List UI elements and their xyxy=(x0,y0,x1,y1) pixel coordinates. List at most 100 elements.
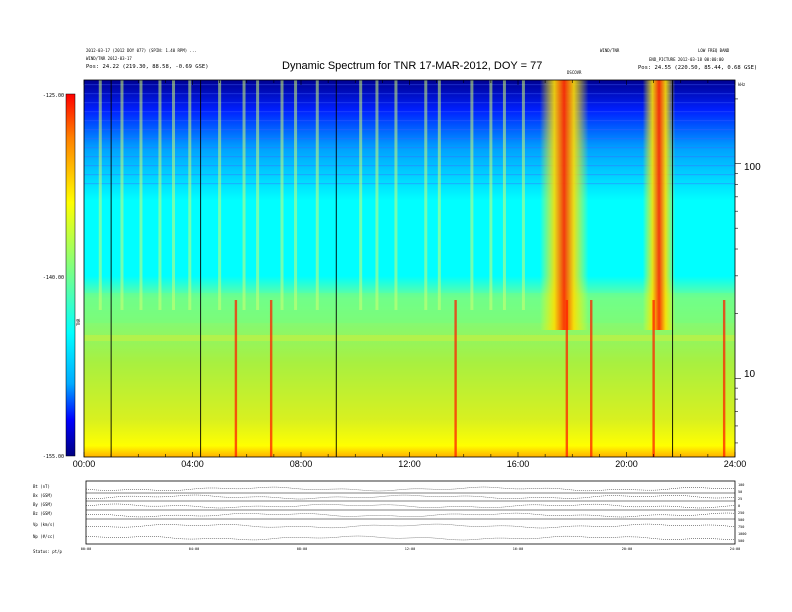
param-label-2: By (GSM) xyxy=(33,502,52,507)
colorbar-tick-mid: -140.00 xyxy=(43,275,64,281)
colorbar-tick-top: -125.00 xyxy=(43,93,64,99)
parameter-trace xyxy=(86,535,735,541)
spectrum-streak xyxy=(315,80,319,310)
panel-x-tick-6: 24:00 xyxy=(730,547,741,551)
parameter-trace xyxy=(85,512,736,518)
spectrogram-features xyxy=(84,80,735,457)
panel-x-tick-4: 16:00 xyxy=(513,547,524,551)
spectrum-streak xyxy=(139,80,143,310)
burst-region xyxy=(539,80,589,330)
spectrum-streak xyxy=(218,80,222,310)
parameter-panel: Bt (nT) Bx (GSM) By (GSM) Bz (GSM) Vp (k… xyxy=(33,480,746,554)
y-tick-100: 100 xyxy=(744,162,761,173)
band-stripe xyxy=(84,165,735,167)
x-tick-16: 16:00 xyxy=(507,459,530,469)
info-left-3: Pos: 24.22 (219.30, 88.58, -0.69 GSE) xyxy=(86,64,209,70)
info-right-2: END_PICTURE 2012-03-18 00:00:00 xyxy=(649,57,724,62)
spectrum-streak xyxy=(470,80,474,310)
panel-right-1: 50 xyxy=(738,490,742,494)
panel-right-6: 750 xyxy=(738,525,744,529)
spectrum-streak xyxy=(394,80,398,310)
x-tick-24: 24:00 xyxy=(724,459,747,469)
x-tick-8: 08:00 xyxy=(290,459,313,469)
spectrum-streak xyxy=(98,80,102,310)
spectrum-streak xyxy=(158,80,162,310)
param-label-1: Bx (GSM) xyxy=(33,493,52,498)
info-left-2: WIND/TNR 2012-03-17 xyxy=(86,56,132,61)
burst-line xyxy=(590,300,593,457)
panel-right-7: 1000 xyxy=(738,532,746,536)
parameter-traces xyxy=(85,486,736,541)
band-stripe xyxy=(84,183,735,185)
spectrum-streak xyxy=(359,80,363,310)
top-marker-label: DSCOVR xyxy=(567,70,582,75)
spectrum-streak xyxy=(256,80,260,310)
chart-title: Dynamic Spectrum for TNR 17-MAR-2012, DO… xyxy=(282,60,542,72)
axis-ticks xyxy=(83,80,741,457)
burst-line xyxy=(454,300,457,457)
burst-line xyxy=(234,300,238,457)
colorbar-label: TNR xyxy=(76,318,81,326)
param-label-3: Bz (GSM) xyxy=(33,511,52,516)
info-right-1b: LOW FREQ BAND xyxy=(698,48,730,53)
band-stripe xyxy=(84,120,735,122)
mid-band xyxy=(84,293,735,323)
spectrum-streak xyxy=(521,80,525,310)
x-tick-0: 00:00 xyxy=(73,459,96,469)
band-stripe xyxy=(84,93,735,95)
spectrum-streak xyxy=(280,80,284,310)
band-stripe xyxy=(84,129,735,131)
spectrum-streak xyxy=(424,80,428,310)
spectrum-streak xyxy=(375,80,379,310)
panel-right-3: 0 xyxy=(738,504,740,508)
info-right-3: Pos: 24.55 (220.50, 85.44, 0.68 GSE) xyxy=(638,65,757,71)
x-tick-4: 04:00 xyxy=(181,459,204,469)
mid-band-line xyxy=(84,335,735,341)
x-tick-20: 20:00 xyxy=(615,459,638,469)
param-label-5: Np (#/cc) xyxy=(33,534,55,539)
info-left-1: 2012-03-17 (2012 DOY 077) (SPIN: 1.40 RP… xyxy=(86,48,197,53)
parameter-panel-frame xyxy=(85,480,736,545)
panel-x-tick-2: 08:00 xyxy=(297,547,308,551)
panel-x-tick-1: 04:00 xyxy=(189,547,200,551)
panel-right-2: 25 xyxy=(738,497,742,501)
spectrum-streak xyxy=(489,80,493,310)
band-stripe xyxy=(84,138,735,140)
parameter-trace xyxy=(86,494,736,500)
spectrum-streak xyxy=(437,80,441,310)
info-right-1: WIND/TNR xyxy=(600,48,620,53)
spectrogram xyxy=(84,80,735,457)
spectrum-streak xyxy=(242,80,246,310)
parameter-trace xyxy=(85,523,736,529)
band-stripe xyxy=(84,147,735,149)
unit-label: kHz xyxy=(738,82,746,87)
band-stripe xyxy=(84,174,735,176)
panel-right-4: 250 xyxy=(738,511,744,515)
spectrogram-background xyxy=(84,80,735,457)
param-label-4: Vp (km/s) xyxy=(33,522,55,527)
colorbar xyxy=(65,93,76,457)
x-tick-12: 12:00 xyxy=(398,459,421,469)
panel-x-tick-3: 12:00 xyxy=(405,547,416,551)
panel-right-0: 100 xyxy=(738,483,744,487)
spectrum-streak xyxy=(172,80,176,310)
spectrum-streak xyxy=(502,80,506,310)
band-stripe xyxy=(84,111,735,113)
band-stripe xyxy=(84,156,735,158)
panel-right-5: 500 xyxy=(738,518,744,522)
burst-line xyxy=(269,300,273,457)
panel-right-8: 500 xyxy=(738,539,744,543)
panel-x-tick-5: 20:00 xyxy=(622,547,633,551)
burst-region xyxy=(642,80,676,330)
burst-line xyxy=(652,300,655,457)
panel-footer: Status: pt/p xyxy=(33,549,62,554)
param-label-0: Bt (nT) xyxy=(33,484,50,489)
spectrum-streak xyxy=(294,80,298,310)
y-tick-10: 10 xyxy=(744,369,756,380)
colorbar-tick-bottom: -155.00 xyxy=(43,454,64,460)
spectrum-streak xyxy=(188,80,192,310)
parameter-trace xyxy=(85,486,736,492)
parameter-trace xyxy=(85,503,736,509)
band-stripe xyxy=(84,102,735,104)
